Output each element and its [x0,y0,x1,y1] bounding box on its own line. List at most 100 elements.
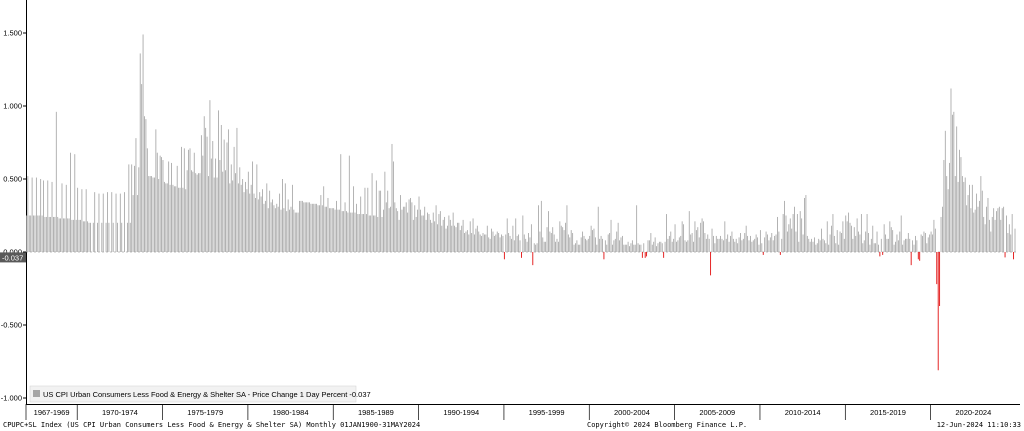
bar [626,244,628,252]
bar [138,167,140,252]
bar [841,233,842,252]
bar [772,240,774,252]
bar [85,189,87,252]
bar [987,197,989,252]
bar [142,34,144,253]
bar [144,116,145,252]
legend-swatch [33,390,40,397]
bar [154,177,155,252]
bar [518,234,520,252]
bar [387,190,389,252]
bar [828,244,830,252]
bar [786,231,788,252]
bar [835,243,837,252]
bar [721,238,723,252]
bar [404,206,406,252]
bar [559,221,561,252]
bar [260,196,262,252]
bar [802,234,804,252]
bar [637,243,639,252]
bar [471,233,473,252]
bar [980,176,982,252]
bar [610,219,612,252]
bar [380,190,382,252]
bar [798,241,800,252]
bar [1000,219,1002,252]
bar [922,235,923,252]
bar [205,127,207,252]
bar [455,227,457,252]
bar [954,176,956,252]
bar [31,177,33,252]
bar [1010,234,1012,252]
bar [792,214,794,252]
bar [996,211,997,252]
bar [232,180,234,252]
bar [67,218,69,252]
bar [152,177,154,252]
bar [81,189,83,252]
bar [973,212,975,252]
bar [48,216,50,252]
bar [441,225,443,252]
bar [566,205,568,252]
bar [714,243,716,252]
bar [183,148,185,252]
bar [970,208,972,252]
bar [353,186,355,252]
bar [621,235,623,252]
bar [734,241,736,252]
bar [377,216,379,252]
bar [94,192,96,252]
bar [43,180,44,252]
bar [343,211,345,252]
bar [448,215,450,252]
bar [397,211,399,252]
bar [128,164,130,252]
bar [26,215,27,252]
bar [553,234,555,252]
bar [44,216,46,252]
bar [664,241,666,252]
bar [233,146,235,252]
bar [983,216,985,252]
bar [567,234,569,252]
bar [65,184,67,252]
bar [513,240,515,252]
bar [902,244,904,252]
bar [354,212,356,252]
bar [748,240,750,252]
bar [949,162,950,252]
bar [192,171,194,252]
bar [775,234,777,252]
bar [262,189,263,252]
bar [885,234,886,252]
bar [51,181,53,252]
bar [532,252,534,266]
bar [997,208,999,252]
bar [391,143,393,252]
bar [801,218,803,252]
bar [364,187,366,252]
bar [725,238,727,252]
x-period-label: 1975-1979 [187,408,223,417]
bar [707,234,709,252]
bar [45,216,47,252]
bar [28,215,30,252]
bar [990,231,992,252]
bar [951,114,953,252]
bar [102,193,104,252]
bar [882,252,884,255]
bar [663,252,665,258]
bar [84,221,86,252]
bar [117,222,118,252]
bar [606,244,608,252]
bar [836,230,838,252]
bar [550,233,552,252]
bar [769,237,771,252]
bar [853,227,855,252]
bar [943,160,945,252]
bar [77,187,79,252]
bar [889,221,891,252]
bar [536,243,538,252]
